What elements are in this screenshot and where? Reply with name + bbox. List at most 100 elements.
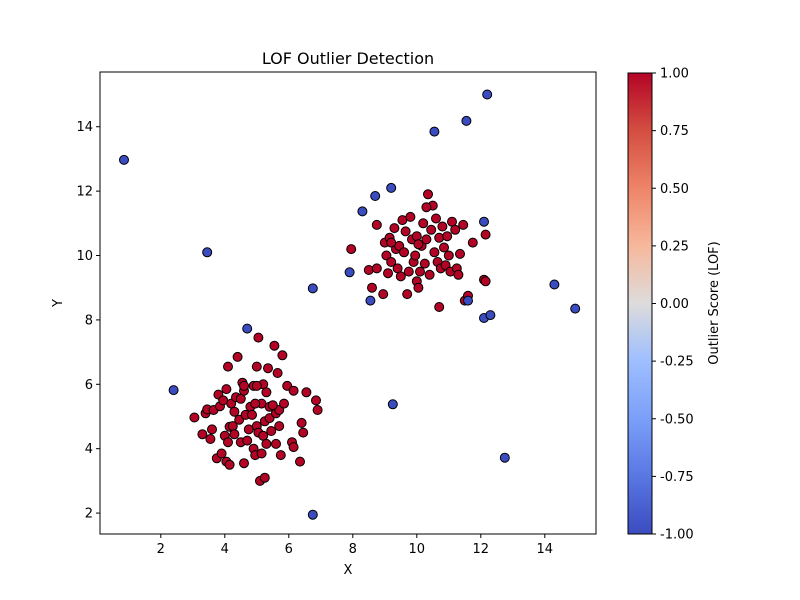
inlier-point	[232, 351, 243, 362]
y-tick-label: 8	[85, 313, 93, 328]
inlier-point	[480, 276, 491, 287]
inlier-point	[363, 265, 374, 275]
colorbar-tick-label: -1.00	[660, 528, 694, 543]
inlier-point	[395, 271, 406, 282]
inlier-point	[266, 426, 277, 436]
inlier-point	[467, 237, 478, 248]
y-tick-label: 2	[85, 507, 93, 522]
inlier-point	[383, 268, 393, 279]
inlier-point	[453, 269, 464, 280]
inlier-point	[450, 224, 461, 235]
inlier-point	[251, 361, 262, 372]
outlier-point	[499, 452, 510, 463]
inlier-point	[189, 412, 200, 423]
outlier-point	[461, 115, 472, 126]
colorbar-tick-label: 0.50	[660, 182, 689, 197]
inlier-point	[296, 417, 307, 428]
inlier-point	[405, 211, 416, 222]
inlier-point	[421, 202, 432, 213]
y-axis-ticks: 2 4 6 8 10 12 14	[76, 120, 100, 522]
plot-frame	[99, 71, 597, 535]
x-tick-label: 10	[409, 542, 426, 557]
inlier-point	[288, 442, 299, 453]
x-axis-label: X	[344, 563, 353, 578]
colorbar-tick-label: 1.00	[660, 67, 689, 82]
outlier-point	[242, 323, 253, 334]
outlier-point	[365, 295, 376, 306]
inlier-point	[415, 266, 425, 277]
y-tick-label: 14	[76, 120, 93, 135]
inlier-point	[269, 340, 280, 351]
colorbar-label: Outlier Score (LOF)	[707, 241, 722, 364]
inlier-point	[261, 387, 272, 398]
x-axis-ticks: 2 4 6 8 10 12 14	[157, 534, 553, 557]
y-tick-label: 10	[76, 249, 93, 264]
x-tick-label: 6	[285, 542, 293, 557]
inlier-point	[386, 237, 397, 248]
inlier-point	[288, 385, 299, 396]
inlier-point	[256, 448, 267, 459]
inlier-point	[279, 398, 289, 409]
inlier-point	[223, 361, 233, 372]
outlier-point	[307, 509, 318, 520]
colorbar-tick-label: 0.25	[660, 239, 689, 254]
inlier-point	[434, 232, 445, 243]
data-points	[119, 89, 581, 520]
colorbar	[627, 72, 653, 535]
inlier-point	[272, 368, 283, 378]
inlier-point	[223, 437, 233, 448]
outlier-point	[549, 279, 560, 290]
x-tick-label: 8	[349, 542, 357, 557]
outlier-point	[463, 295, 473, 306]
inlier-point	[221, 384, 232, 395]
inlier-point	[423, 189, 433, 200]
inlier-point	[247, 409, 257, 420]
inlier-point	[275, 450, 286, 461]
outlier-point	[307, 283, 318, 294]
inlier-point	[413, 239, 424, 250]
inlier-point	[411, 231, 422, 242]
outlier-point	[482, 89, 493, 100]
chart-title: LOF Outlier Detection	[262, 49, 434, 68]
inlier-point	[263, 363, 273, 374]
inlier-point	[443, 250, 454, 261]
outlier-point	[202, 247, 213, 258]
x-tick-label: 14	[537, 542, 554, 557]
inlier-point	[400, 226, 411, 237]
x-tick-label: 12	[473, 542, 490, 557]
x-tick-label: 4	[221, 542, 229, 557]
inlier-point	[439, 242, 449, 253]
inlier-point	[480, 229, 491, 240]
inlier-point	[253, 332, 264, 343]
inlier-point	[458, 219, 469, 230]
inlier-point	[216, 448, 227, 459]
outlier-point	[485, 310, 496, 321]
inlier-point	[229, 429, 240, 440]
inlier-point	[224, 459, 235, 470]
inlier-point	[239, 458, 249, 469]
colorbar-tick-label: 0.75	[660, 124, 689, 139]
inlier-point	[418, 218, 429, 229]
inlier-point	[386, 257, 397, 267]
inlier-point	[371, 263, 382, 274]
inlier-point	[295, 456, 305, 467]
outlier-point	[119, 154, 129, 165]
outlier-point	[387, 399, 398, 410]
x-tick-label: 2	[157, 542, 165, 557]
colorbar-tick-label: -0.50	[660, 412, 694, 427]
inlier-point	[403, 266, 414, 277]
inlier-point	[311, 395, 321, 406]
outlier-point	[168, 385, 179, 396]
inlier-point	[207, 424, 217, 435]
colorbar-ticks: -1.00 -0.75 -0.50 -0.25 0.00 0.25 0.50 0.75 1.00	[652, 67, 694, 543]
inlier-point	[389, 223, 400, 234]
y-tick-label: 4	[85, 442, 93, 457]
inlier-point	[250, 398, 261, 409]
inlier-point	[434, 302, 445, 312]
inlier-point	[298, 427, 309, 438]
inlier-point	[367, 282, 377, 293]
inlier-point	[274, 421, 285, 432]
inlier-point	[455, 248, 465, 259]
colorbar-tick-label: -0.25	[660, 355, 694, 370]
